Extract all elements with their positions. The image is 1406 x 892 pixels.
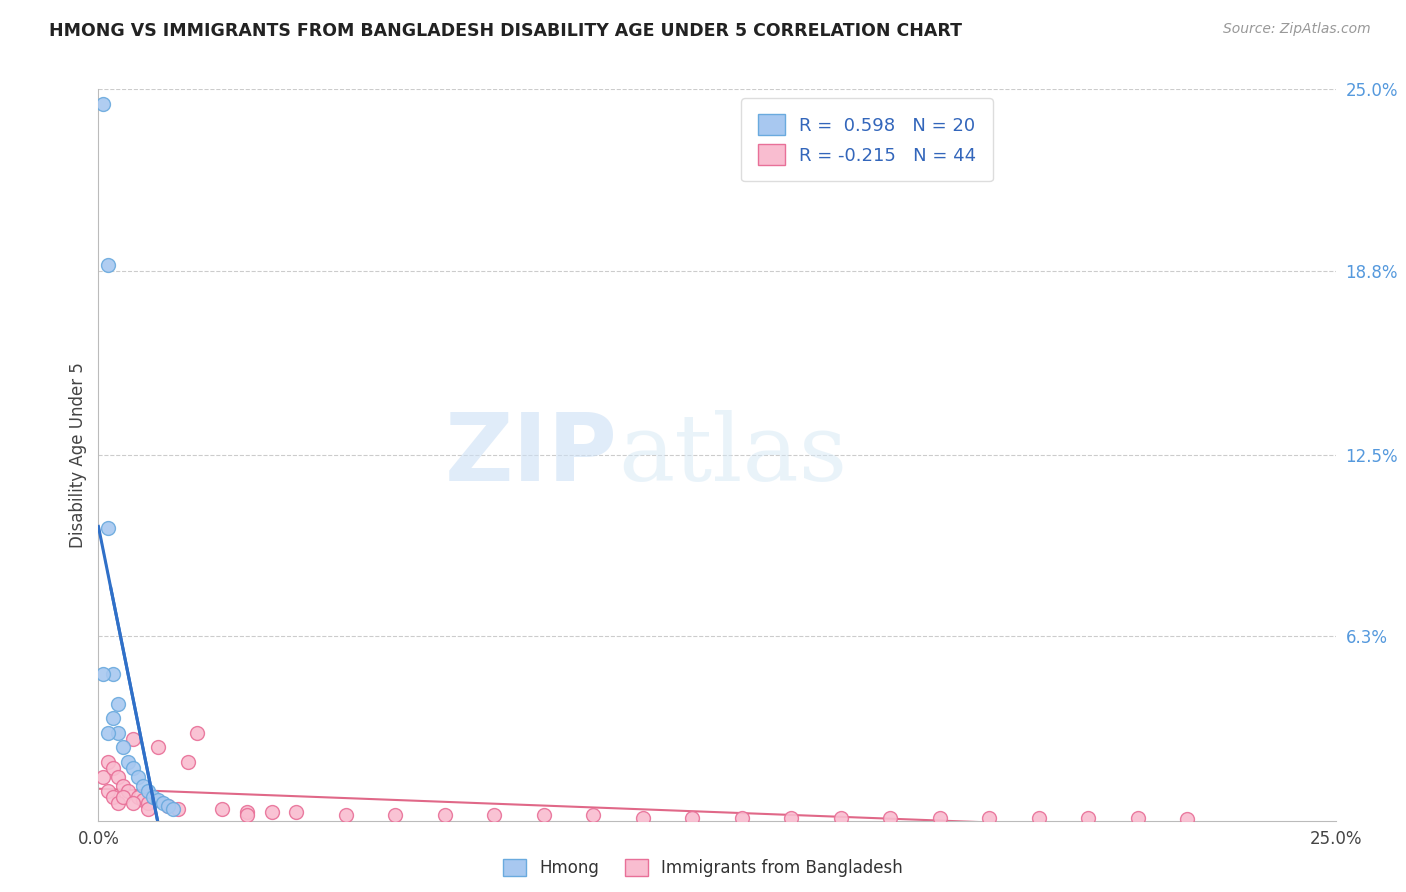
Point [146, 740, 169, 755]
Point [484, 807, 506, 822]
Point [112, 779, 135, 793]
Point [132, 779, 155, 793]
Point [93, 96, 115, 111]
Point [117, 784, 139, 798]
Point [979, 811, 1001, 825]
Point [186, 726, 208, 740]
Point [103, 711, 125, 725]
Point [1175, 812, 1198, 826]
Point [107, 770, 129, 784]
Point [122, 731, 145, 746]
Point [132, 793, 155, 807]
Point [97, 726, 120, 740]
Text: Source: ZipAtlas.com: Source: ZipAtlas.com [1223, 22, 1371, 37]
Point [211, 802, 233, 816]
Point [103, 790, 125, 805]
Point [166, 802, 188, 816]
Point [780, 811, 803, 825]
Point [285, 805, 308, 819]
Point [97, 521, 120, 535]
Point [582, 807, 605, 822]
Point [97, 755, 120, 769]
Point [152, 796, 174, 810]
Legend: Hmong, Immigrants from Bangladesh: Hmong, Immigrants from Bangladesh [496, 852, 910, 884]
Point [384, 807, 406, 822]
Point [146, 793, 169, 807]
Point [236, 807, 259, 822]
Point [533, 807, 555, 822]
Point [1126, 811, 1149, 825]
Point [93, 770, 115, 784]
Point [176, 755, 198, 769]
Point [112, 790, 135, 805]
Point [136, 802, 159, 816]
Point [335, 807, 357, 822]
Point [107, 726, 129, 740]
Point [731, 811, 754, 825]
Point [97, 784, 120, 798]
Point [879, 811, 901, 825]
Point [122, 761, 145, 775]
Text: ZIP: ZIP [446, 409, 619, 501]
Point [122, 796, 145, 810]
Text: HMONG VS IMMIGRANTS FROM BANGLADESH DISABILITY AGE UNDER 5 CORRELATION CHART: HMONG VS IMMIGRANTS FROM BANGLADESH DISA… [49, 22, 962, 40]
Point [142, 790, 165, 805]
Point [1077, 811, 1099, 825]
Text: atlas: atlas [619, 410, 848, 500]
Y-axis label: Disability Age Under 5: Disability Age Under 5 [69, 362, 87, 548]
Point [260, 805, 283, 819]
Point [928, 811, 950, 825]
Point [236, 805, 259, 819]
Point [162, 802, 184, 816]
Point [136, 796, 159, 810]
Point [93, 667, 115, 681]
Point [156, 799, 179, 814]
Point [156, 799, 179, 814]
Point [1028, 811, 1050, 825]
Point [631, 811, 654, 825]
Point [103, 667, 125, 681]
Point [136, 784, 159, 798]
Point [107, 796, 129, 810]
Point [433, 807, 456, 822]
Point [681, 811, 703, 825]
Legend: R =  0.598   N = 20, R = -0.215   N = 44: R = 0.598 N = 20, R = -0.215 N = 44 [741, 98, 993, 181]
Point [127, 790, 149, 805]
Point [103, 761, 125, 775]
Point [117, 755, 139, 769]
Point [97, 258, 120, 272]
Point [127, 770, 149, 784]
Point [830, 811, 852, 825]
Point [112, 740, 135, 755]
Point [107, 697, 129, 711]
